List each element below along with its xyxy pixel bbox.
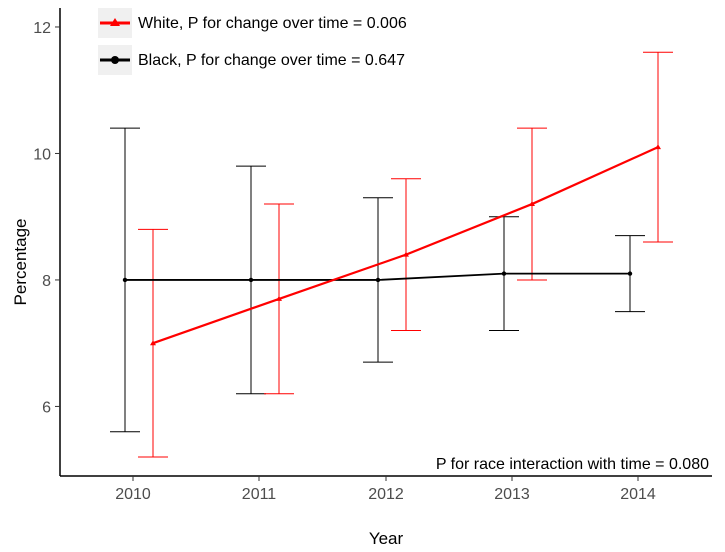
x-tick-label: 2010 xyxy=(115,486,151,503)
x-tick-label: 2011 xyxy=(242,486,277,503)
x-tick-label: 2012 xyxy=(368,486,404,503)
point-white xyxy=(150,340,156,346)
plot-area: 6 8 10 12 2010 2011 2012 2013 2014 xyxy=(33,8,712,503)
legend-label-black: Black, P for change over time = 0.647 xyxy=(138,52,405,69)
y-ticks: 6 8 10 12 xyxy=(33,20,60,416)
legend: White, P for change over time = 0.006 Bl… xyxy=(98,8,407,75)
legend-key-white-marker xyxy=(110,18,120,26)
y-tick-label: 12 xyxy=(33,20,51,37)
x-ticks: 2010 2011 2012 2013 2014 xyxy=(115,476,656,503)
error-bars xyxy=(110,51,673,458)
series-lines xyxy=(125,146,659,345)
y-tick-label: 6 xyxy=(42,399,51,416)
x-tick-label: 2014 xyxy=(620,486,656,503)
point-black xyxy=(627,271,633,276)
x-axis-title: Year xyxy=(369,529,404,548)
y-tick-label: 10 xyxy=(33,146,51,163)
x-tick-label: 2013 xyxy=(494,486,530,503)
y-axis-title: Percentage xyxy=(11,219,30,306)
legend-key-black-marker xyxy=(111,56,119,64)
point-black xyxy=(501,271,507,276)
interaction-annotation: P for race interaction with time = 0.080 xyxy=(436,456,709,473)
point-black xyxy=(375,277,381,283)
point-black xyxy=(248,277,254,283)
legend-label-white: White, P for change over time = 0.006 xyxy=(138,15,407,32)
series-markers xyxy=(122,144,661,346)
point-white xyxy=(529,201,535,207)
point-white xyxy=(403,251,409,257)
y-tick-label: 8 xyxy=(42,273,51,290)
point-black xyxy=(122,277,128,283)
point-white xyxy=(655,144,661,150)
point-white xyxy=(276,295,282,301)
